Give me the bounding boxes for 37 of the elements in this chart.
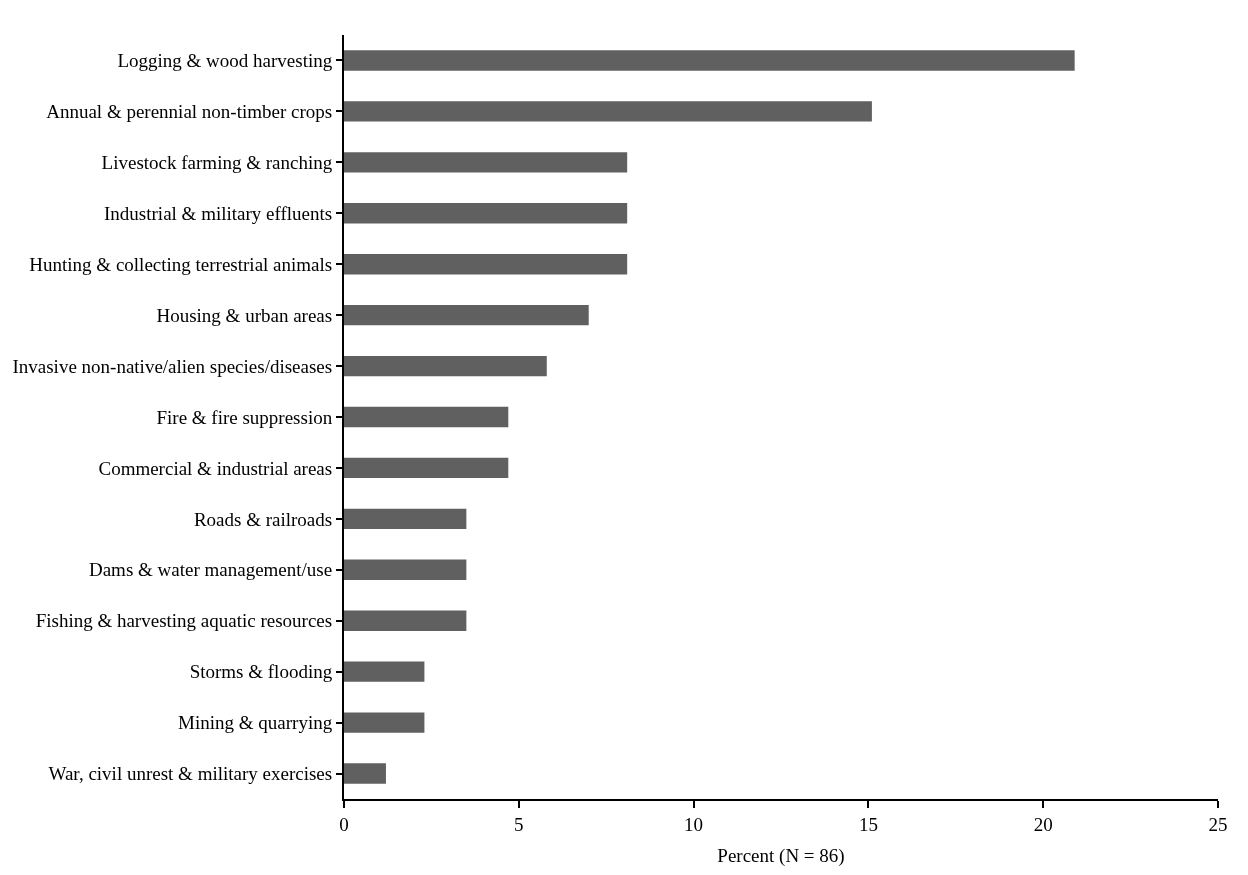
y-tick-label: Annual & perennial non-timber crops <box>46 101 333 123</box>
y-tick-label: Industrial & military effluents <box>104 202 333 224</box>
bar <box>344 304 589 326</box>
y-tick-label: Logging & wood harvesting <box>117 50 333 72</box>
bar <box>344 508 467 530</box>
x-axis-title: Percent (N = 86) <box>717 845 845 868</box>
bar <box>344 406 509 428</box>
bar <box>344 50 1075 71</box>
bar <box>344 203 628 224</box>
y-tick-label: Dams & water management/use <box>88 559 333 581</box>
bar <box>344 763 386 784</box>
y-tick-label: War, civil unrest & military exercises <box>48 763 333 785</box>
bar <box>344 254 628 275</box>
x-tick-label: 5 <box>514 813 524 835</box>
bar <box>344 559 467 580</box>
bar <box>344 712 425 733</box>
bar <box>344 457 509 479</box>
bar <box>344 101 872 122</box>
x-tick-label: 20 <box>1033 813 1053 835</box>
bar <box>344 661 425 682</box>
y-tick-label: Storms & flooding <box>189 661 333 683</box>
x-tick-label: 15 <box>858 813 878 835</box>
x-tick-label: 0 <box>339 813 349 835</box>
y-tick-label: Fire & fire suppression <box>156 406 333 428</box>
x-tick-label: 10 <box>684 813 704 835</box>
y-tick-label: Commercial & industrial areas <box>98 457 333 479</box>
y-tick-label: Housing & urban areas <box>156 304 333 326</box>
y-tick-label: Hunting & collecting terrestrial animals <box>29 253 333 275</box>
y-tick-label: Livestock farming & ranching <box>101 151 333 173</box>
y-tick-label: Mining & quarrying <box>178 712 333 734</box>
y-tick-label: Fishing & harvesting aquatic resources <box>35 610 333 632</box>
bar <box>344 610 467 631</box>
bar <box>344 152 628 173</box>
bar <box>344 355 547 377</box>
y-tick-label: Invasive non-native/alien species/diseases <box>12 355 333 377</box>
x-tick-label: 25 <box>1208 813 1228 835</box>
y-tick-label: Roads & railroads <box>193 508 333 530</box>
